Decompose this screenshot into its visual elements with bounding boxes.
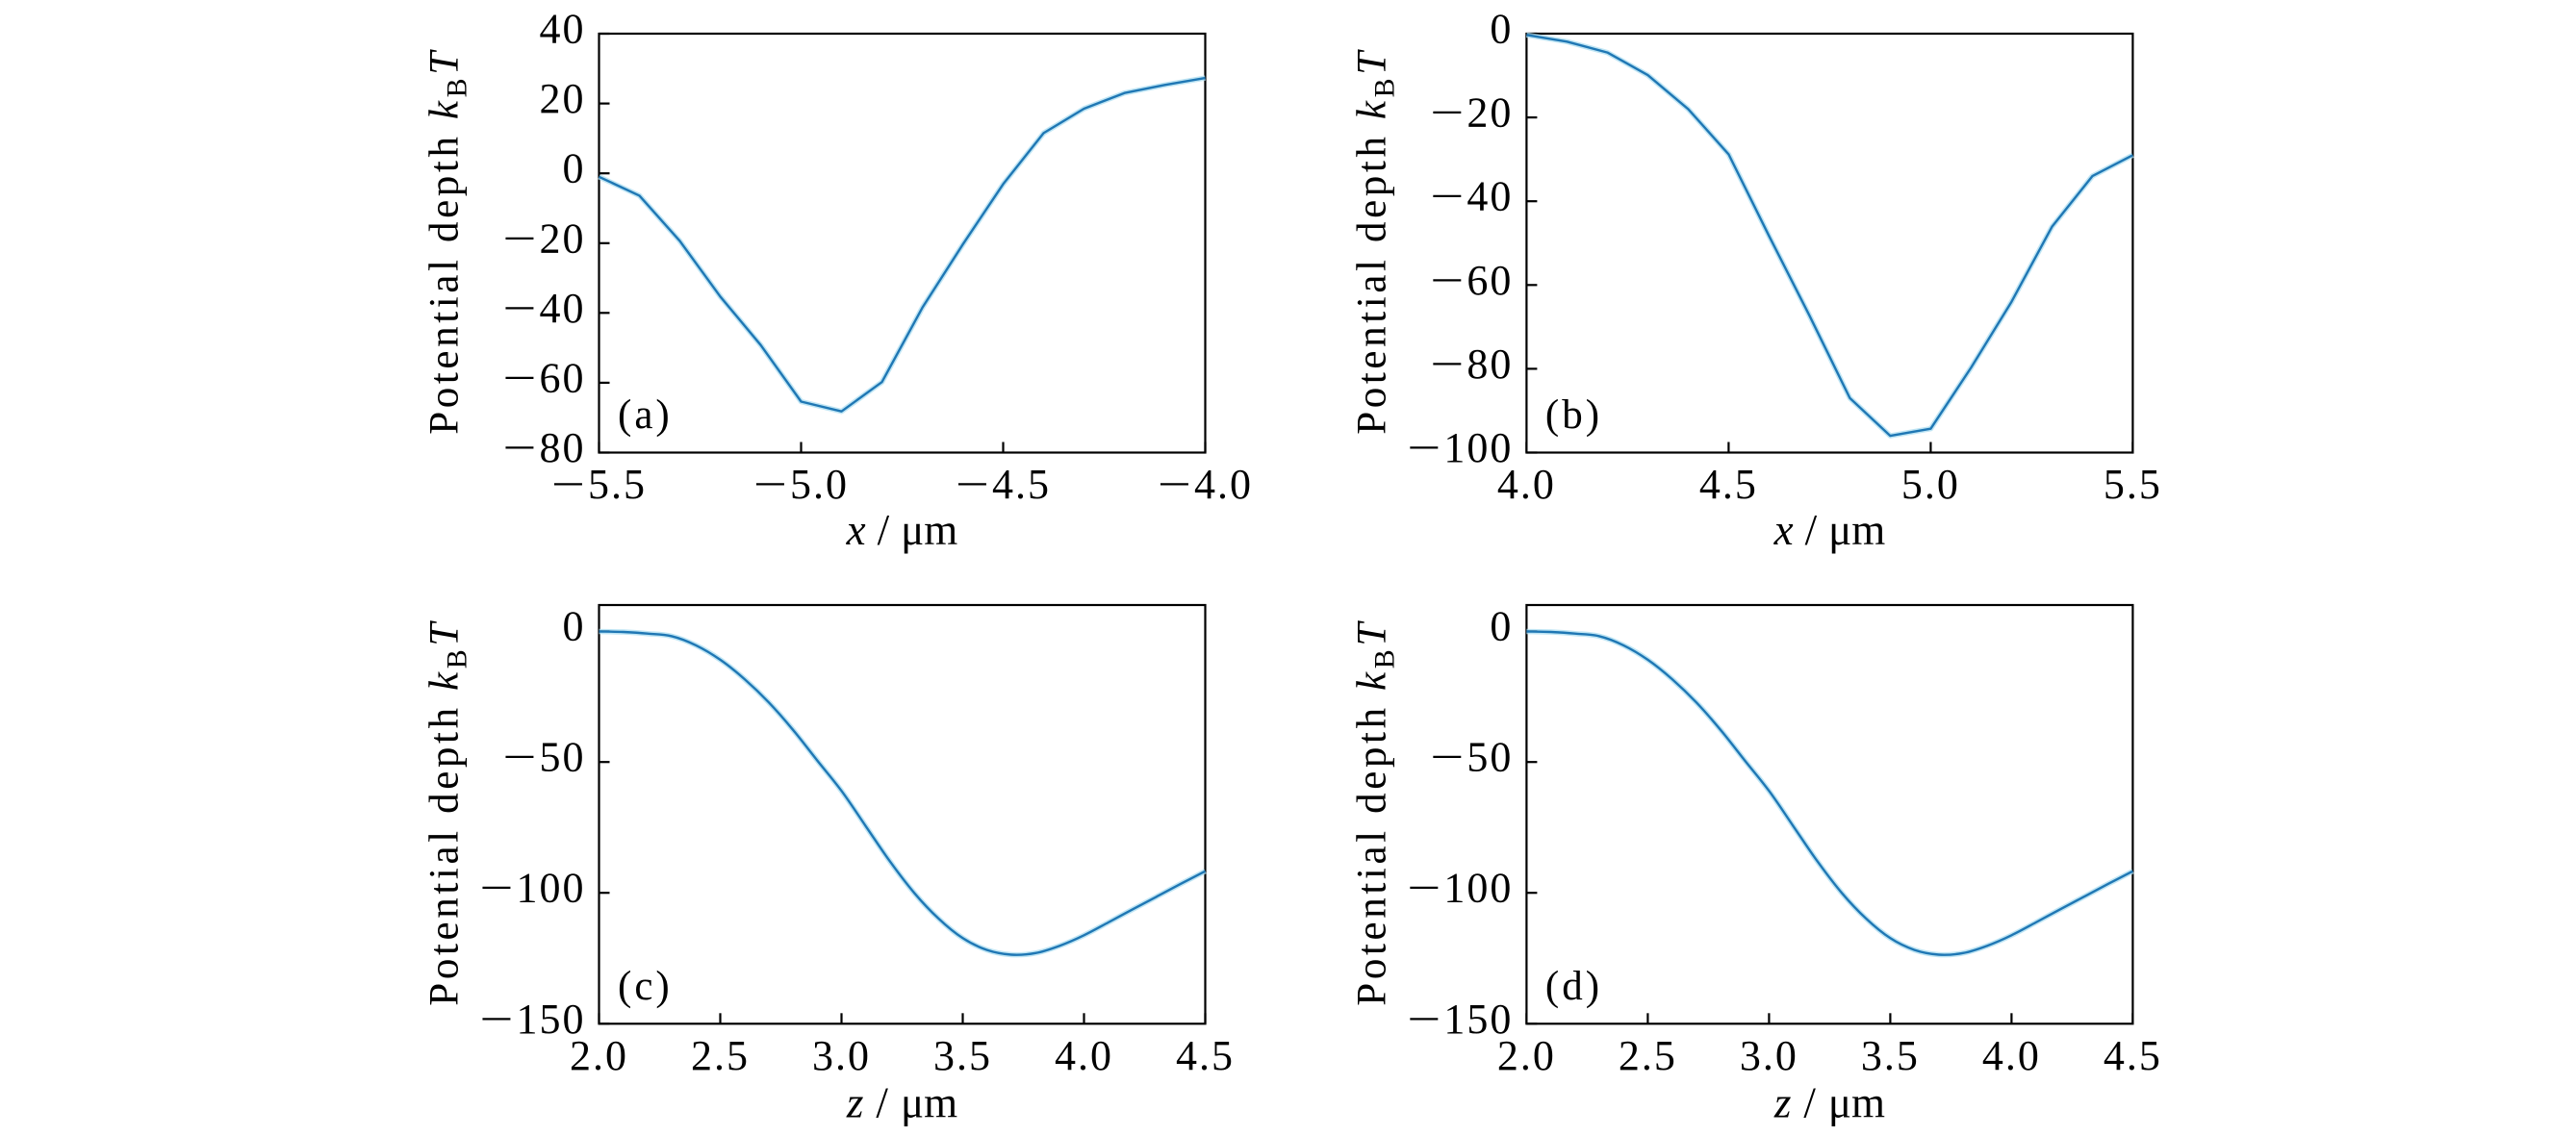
svg-text:0: 0 [563,145,586,192]
svg-text:4.0: 4.0 [1055,1032,1113,1079]
svg-text:2.0: 2.0 [1497,1032,1556,1079]
svg-text:−5.5: −5.5 [551,461,647,508]
svg-text:Potential depth kBT: Potential depth kBT [1350,49,1401,435]
svg-text:−20: −20 [503,215,586,262]
svg-text:−20: −20 [1430,89,1513,137]
svg-text:4.5: 4.5 [1176,1032,1235,1079]
svg-text:20: 20 [540,75,586,122]
svg-text:4.0: 4.0 [1982,1032,2041,1079]
svg-text:x/μm: x / μm [1773,506,1886,554]
svg-text:−5.0: −5.0 [753,461,849,508]
svg-text:−4.5: −4.5 [956,461,1051,508]
svg-text:Potential depth kBT: Potential depth kBT [422,49,473,435]
svg-text:Potential depth kBT: Potential depth kBT [422,620,473,1006]
svg-text:(b): (b) [1545,392,1602,438]
svg-text:(c): (c) [618,964,673,1009]
svg-text:5.0: 5.0 [1901,461,1960,508]
svg-text:−100: −100 [480,865,586,912]
svg-text:2.5: 2.5 [1619,1032,1677,1079]
svg-text:0: 0 [563,603,586,650]
svg-text:(a): (a) [618,392,673,438]
svg-text:−50: −50 [503,734,586,781]
svg-text:−60: −60 [503,354,586,401]
svg-text:4.5: 4.5 [1699,461,1758,508]
svg-text:2.5: 2.5 [691,1032,750,1079]
svg-text:z/μm: z / μm [1773,1078,1885,1126]
svg-text:z/μm: z / μm [846,1078,957,1126]
svg-text:2.0: 2.0 [570,1032,628,1079]
svg-text:3.5: 3.5 [1861,1032,1920,1079]
svg-text:40: 40 [540,6,586,53]
svg-text:x/μm: x / μm [846,506,958,554]
svg-text:−4.0: −4.0 [1158,461,1253,508]
svg-text:4.5: 4.5 [2104,1032,2162,1079]
svg-text:−100: −100 [1407,424,1513,471]
svg-text:3.5: 3.5 [933,1032,992,1079]
svg-text:−60: −60 [1430,257,1513,304]
svg-text:−80: −80 [503,424,586,471]
svg-text:3.0: 3.0 [1740,1032,1798,1079]
svg-text:3.0: 3.0 [812,1032,871,1079]
svg-text:−40: −40 [503,285,586,332]
svg-text:−150: −150 [1407,996,1513,1043]
svg-text:0: 0 [1490,6,1513,53]
svg-text:5.5: 5.5 [2104,461,2162,508]
svg-text:Potential depth kBT: Potential depth kBT [1350,620,1401,1006]
svg-text:0: 0 [1490,603,1513,650]
svg-text:−150: −150 [480,996,586,1043]
svg-text:4.0: 4.0 [1497,461,1556,508]
svg-text:−50: −50 [1430,734,1513,781]
svg-text:(d): (d) [1545,964,1602,1009]
svg-text:−40: −40 [1430,173,1513,220]
svg-text:−100: −100 [1407,865,1513,912]
svg-text:−80: −80 [1430,341,1513,388]
